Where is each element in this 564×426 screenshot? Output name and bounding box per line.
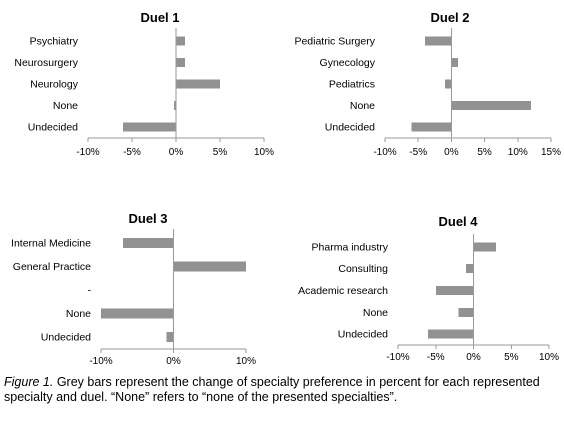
tick-label: 15% — [541, 147, 561, 158]
tick-label: 5% — [477, 147, 492, 158]
category-label: None — [66, 308, 91, 320]
bar-none — [101, 308, 174, 319]
bar-pediatrics — [444, 79, 452, 89]
tick-label: 0% — [166, 356, 181, 367]
bar-internal-medicine — [122, 237, 174, 248]
category-label: Psychiatry — [30, 35, 79, 47]
bar-undecided — [166, 332, 174, 343]
bar-academic-research — [435, 286, 474, 295]
category-label: General Practice — [13, 261, 91, 273]
bar-none — [451, 101, 532, 111]
figure-caption: Figure 1. Grey bars represent the change… — [4, 375, 560, 405]
tick-label: 10% — [508, 147, 528, 158]
bar-general-practice — [173, 261, 246, 272]
tick-label: -10% — [89, 356, 112, 367]
bar-pharma-industry — [473, 242, 497, 252]
bar-psychiatry — [176, 36, 185, 46]
chart-title: Duel 4 — [438, 214, 478, 229]
category-label: Undecided — [325, 122, 375, 134]
tick-label: 0% — [444, 147, 459, 158]
category-label: Academic research — [298, 285, 388, 297]
category-label: Internal Medicine — [11, 237, 91, 249]
tick-label: -5% — [409, 147, 427, 158]
bar-neurosurgery — [176, 57, 185, 67]
tick-label: -10% — [76, 147, 99, 158]
category-label: None — [350, 100, 375, 112]
duel-4-chart: Duel 4 Pharma industry Consulting Academic … — [298, 214, 559, 363]
tick-label: 10% — [539, 352, 559, 363]
category-label: None — [363, 307, 388, 319]
tick-label: -10% — [386, 352, 409, 363]
category-label: Neurology — [30, 79, 79, 91]
duel-2-chart: Duel 2 Pediatric Surgery Gynecology Pediatr… — [294, 10, 561, 158]
tick-label: -5% — [427, 352, 445, 363]
tick-label: -5% — [123, 147, 141, 158]
bar-neurology — [176, 79, 220, 89]
category-label: Undecided — [41, 332, 91, 344]
duel-3-chart: Duel 3 Internal Medicine General Practice -… — [11, 211, 256, 367]
category-label: Pediatric Surgery — [294, 35, 375, 47]
category-label: - — [88, 285, 92, 297]
category-label: Pharma industry — [312, 241, 389, 253]
tick-label: 0% — [466, 352, 481, 363]
chart-title: Duel 1 — [140, 10, 179, 25]
category-label: Neurosurgery — [14, 57, 78, 69]
bar-none — [458, 307, 474, 317]
bar-consulting — [465, 264, 474, 274]
duel-1-chart: Duel 1 Psychiatry Neurosurgery Neurology Non… — [14, 10, 274, 158]
category-label: Undecided — [338, 329, 388, 341]
bar-pediatric-surgery — [424, 36, 452, 46]
tick-label: 10% — [254, 147, 274, 158]
category-label: Gynecology — [320, 57, 376, 69]
tick-label: 5% — [213, 147, 228, 158]
bar-undecided — [411, 122, 452, 132]
bar-undecided — [123, 122, 176, 132]
tick-label: 0% — [169, 147, 184, 158]
bar-undecided — [428, 329, 474, 339]
tick-label: 10% — [236, 356, 256, 367]
category-label: Consulting — [338, 263, 388, 275]
caption-label: Figure 1. — [4, 375, 54, 389]
bar-none — [174, 101, 176, 111]
chart-title: Duel 3 — [128, 211, 167, 226]
tick-label: 5% — [504, 352, 519, 363]
category-label: Undecided — [28, 122, 78, 134]
bar-gynecology — [451, 57, 458, 67]
category-label: None — [53, 100, 78, 112]
tick-label: -10% — [373, 147, 396, 158]
chart-title: Duel 2 — [430, 10, 469, 25]
caption-text: Grey bars represent the change of specia… — [4, 375, 540, 404]
category-label: Pediatrics — [329, 79, 375, 91]
